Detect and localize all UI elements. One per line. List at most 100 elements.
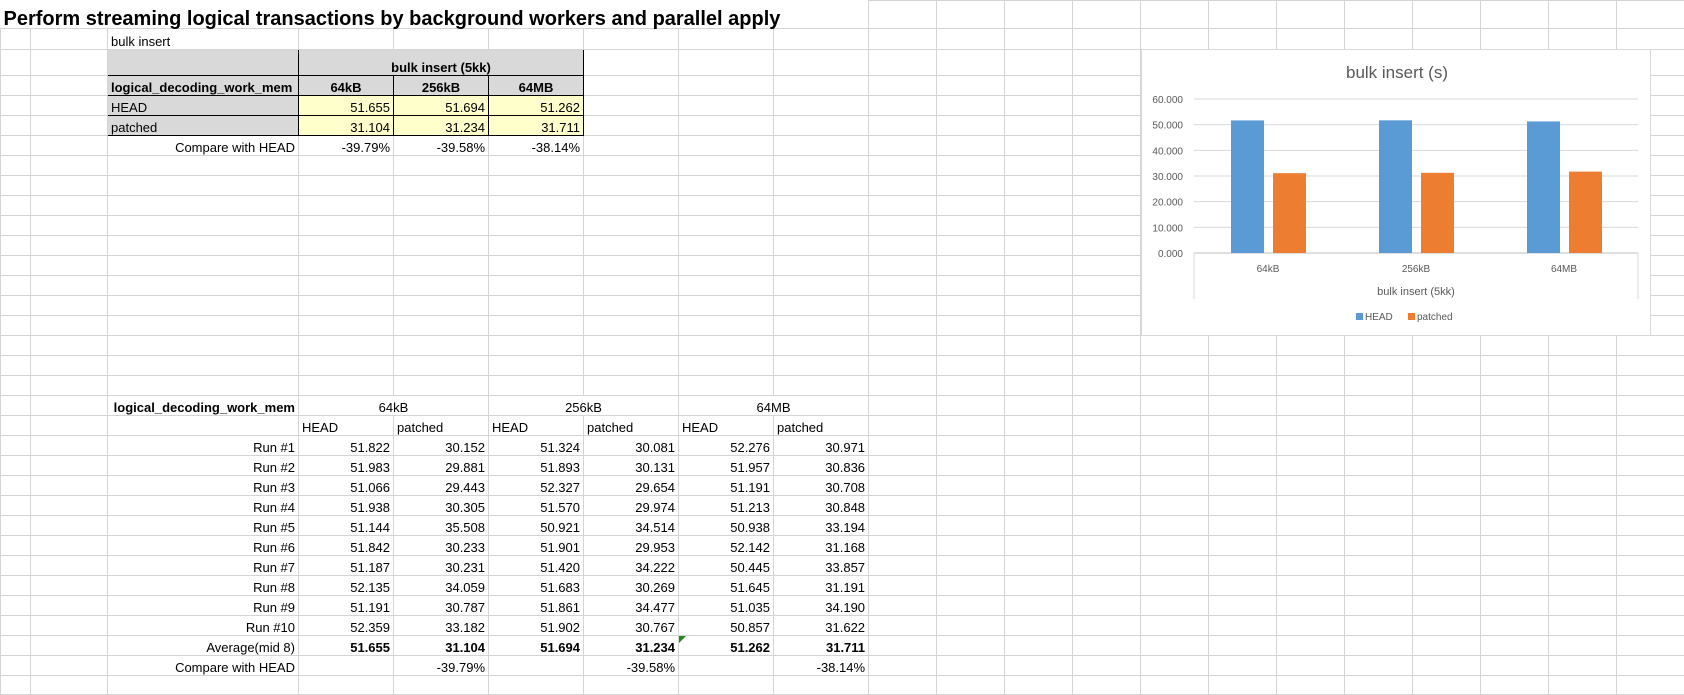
cell[interactable] xyxy=(31,556,108,576)
cell[interactable] xyxy=(1277,536,1345,556)
run-value[interactable]: 50.921 xyxy=(489,516,584,536)
cell[interactable] xyxy=(937,236,1005,256)
average-label[interactable]: Average(mid 8) xyxy=(108,636,299,656)
cell[interactable] xyxy=(1481,416,1549,436)
cell[interactable] xyxy=(1005,416,1073,436)
cell[interactable] xyxy=(869,476,937,496)
run-value[interactable]: 29.953 xyxy=(584,536,679,556)
cell[interactable] xyxy=(1345,616,1413,636)
cell[interactable] xyxy=(679,276,774,296)
cell[interactable] xyxy=(774,76,869,96)
cell[interactable] xyxy=(1549,536,1617,556)
cell[interactable] xyxy=(1005,656,1073,676)
cell[interactable] xyxy=(299,296,394,316)
cell[interactable] xyxy=(1617,656,1684,676)
cell[interactable] xyxy=(1481,336,1549,356)
cell[interactable] xyxy=(299,236,394,256)
cell[interactable] xyxy=(869,1,937,29)
cell[interactable] xyxy=(774,316,869,336)
cell[interactable] xyxy=(584,136,679,156)
cell[interactable] xyxy=(1141,576,1209,596)
cell[interactable] xyxy=(1,276,31,296)
cell[interactable] xyxy=(1617,576,1684,596)
cell[interactable] xyxy=(31,216,108,236)
cell[interactable] xyxy=(1073,356,1141,376)
cell[interactable] xyxy=(394,176,489,196)
cell[interactable] xyxy=(1549,636,1617,656)
cell[interactable] xyxy=(1549,596,1617,616)
cell[interactable] xyxy=(394,676,489,695)
cell[interactable] xyxy=(679,196,774,216)
cell[interactable] xyxy=(937,496,1005,516)
cell[interactable] xyxy=(1277,476,1345,496)
cell[interactable] xyxy=(1481,496,1549,516)
cell[interactable] xyxy=(937,376,1005,396)
run-label[interactable]: Run #9 xyxy=(108,596,299,616)
cell[interactable] xyxy=(394,376,489,396)
cell[interactable] xyxy=(1073,676,1141,695)
run-value[interactable]: 50.445 xyxy=(679,556,774,576)
cell[interactable] xyxy=(1277,376,1345,396)
cell[interactable] xyxy=(1141,356,1209,376)
cell[interactable] xyxy=(394,316,489,336)
cell[interactable] xyxy=(1005,616,1073,636)
cell[interactable] xyxy=(937,476,1005,496)
cell[interactable] xyxy=(869,116,937,136)
cell[interactable] xyxy=(1073,236,1141,256)
cell[interactable] xyxy=(937,636,1005,656)
cell[interactable] xyxy=(584,276,679,296)
cell[interactable] xyxy=(1141,636,1209,656)
cell[interactable] xyxy=(1005,1,1073,29)
cell[interactable] xyxy=(1141,416,1209,436)
cell[interactable] xyxy=(1413,456,1481,476)
run-value[interactable]: 30.836 xyxy=(774,456,869,476)
cell[interactable] xyxy=(1005,376,1073,396)
cell[interactable] xyxy=(31,236,108,256)
cell[interactable] xyxy=(1005,276,1073,296)
cell[interactable] xyxy=(1345,516,1413,536)
cell[interactable] xyxy=(1073,296,1141,316)
cell[interactable] xyxy=(1141,1,1209,29)
cell[interactable] xyxy=(1209,1,1277,29)
cell[interactable] xyxy=(1,96,31,116)
cell[interactable] xyxy=(584,316,679,336)
cell[interactable] xyxy=(299,316,394,336)
cell[interactable] xyxy=(1617,596,1684,616)
cell[interactable] xyxy=(869,136,937,156)
cell[interactable] xyxy=(937,336,1005,356)
cell[interactable] xyxy=(1,296,31,316)
cell[interactable] xyxy=(1617,396,1684,416)
cell[interactable] xyxy=(937,536,1005,556)
cell[interactable] xyxy=(1005,456,1073,476)
cell[interactable] xyxy=(31,436,108,456)
cell[interactable] xyxy=(774,196,869,216)
cell[interactable] xyxy=(394,356,489,376)
cell[interactable] xyxy=(679,256,774,276)
summary-col-header[interactable]: 64kB xyxy=(299,76,394,96)
cell[interactable] xyxy=(869,416,937,436)
cell[interactable] xyxy=(1,416,31,436)
cell[interactable] xyxy=(869,156,937,176)
cell[interactable] xyxy=(869,296,937,316)
cell[interactable] xyxy=(394,276,489,296)
cell[interactable] xyxy=(489,316,584,336)
cell[interactable] xyxy=(1549,416,1617,436)
cell[interactable] xyxy=(1413,376,1481,396)
cell[interactable] xyxy=(1209,376,1277,396)
cell[interactable] xyxy=(774,50,869,76)
cell[interactable] xyxy=(869,536,937,556)
average-value[interactable]: 51.262 xyxy=(679,636,774,656)
run-value[interactable]: 30.848 xyxy=(774,496,869,516)
cell[interactable] xyxy=(1209,476,1277,496)
cell[interactable] xyxy=(869,616,937,636)
cell[interactable] xyxy=(1073,656,1141,676)
cell[interactable] xyxy=(489,256,584,276)
summary-value[interactable]: 31.234 xyxy=(394,116,489,136)
cell[interactable] xyxy=(1141,496,1209,516)
cell[interactable] xyxy=(1345,29,1413,50)
cell[interactable] xyxy=(1073,616,1141,636)
cell[interactable] xyxy=(679,676,774,695)
cell[interactable] xyxy=(869,596,937,616)
cell[interactable] xyxy=(1141,596,1209,616)
run-value[interactable]: 29.974 xyxy=(584,496,679,516)
